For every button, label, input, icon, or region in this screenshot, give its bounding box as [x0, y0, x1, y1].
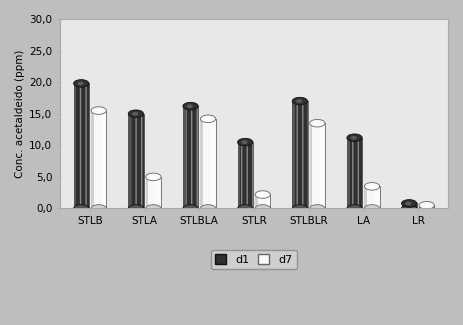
Ellipse shape	[91, 107, 106, 114]
Bar	[375, 186, 379, 208]
Ellipse shape	[204, 117, 212, 121]
Ellipse shape	[146, 173, 161, 181]
Ellipse shape	[128, 205, 144, 212]
Ellipse shape	[364, 205, 380, 212]
Ellipse shape	[313, 121, 322, 125]
Ellipse shape	[94, 109, 103, 113]
Bar	[74, 84, 89, 208]
Ellipse shape	[183, 205, 198, 212]
Bar	[310, 123, 313, 208]
Ellipse shape	[368, 184, 376, 188]
Ellipse shape	[347, 134, 362, 141]
Bar	[128, 114, 144, 208]
Bar	[183, 106, 198, 208]
Bar	[347, 138, 362, 208]
Ellipse shape	[310, 119, 325, 127]
Ellipse shape	[422, 203, 431, 207]
Bar	[238, 142, 240, 208]
Bar	[364, 186, 380, 208]
Bar	[238, 142, 253, 208]
Bar	[255, 195, 270, 208]
Bar	[146, 177, 149, 208]
Bar	[401, 203, 404, 208]
Ellipse shape	[132, 112, 138, 116]
Ellipse shape	[74, 80, 89, 87]
Bar	[347, 138, 362, 208]
Bar	[91, 111, 94, 208]
Ellipse shape	[419, 205, 434, 212]
Ellipse shape	[255, 205, 270, 212]
Ellipse shape	[350, 136, 357, 140]
Ellipse shape	[183, 102, 198, 110]
Bar	[401, 203, 417, 208]
Bar	[238, 142, 253, 208]
Bar	[430, 205, 433, 208]
Legend: d1, d7: d1, d7	[211, 250, 297, 269]
Bar	[292, 101, 295, 208]
Bar	[183, 106, 198, 208]
Bar	[200, 119, 203, 208]
Ellipse shape	[296, 99, 302, 103]
Ellipse shape	[77, 82, 83, 85]
Bar	[128, 114, 131, 208]
Bar	[266, 195, 269, 208]
Bar	[292, 101, 307, 208]
Bar	[200, 119, 216, 208]
Ellipse shape	[146, 205, 161, 212]
Bar	[419, 205, 422, 208]
Y-axis label: Conc. acetaldeido (ppm): Conc. acetaldeido (ppm)	[15, 49, 25, 178]
Ellipse shape	[200, 205, 216, 212]
Bar	[156, 177, 160, 208]
Ellipse shape	[310, 205, 325, 212]
Bar	[128, 114, 144, 208]
Bar	[401, 203, 417, 208]
Ellipse shape	[128, 110, 144, 118]
Ellipse shape	[91, 205, 106, 212]
Ellipse shape	[292, 205, 307, 212]
Ellipse shape	[347, 205, 362, 212]
Bar	[347, 138, 350, 208]
Bar	[74, 84, 89, 208]
Bar	[364, 186, 367, 208]
Ellipse shape	[238, 205, 253, 212]
Ellipse shape	[292, 97, 307, 105]
Ellipse shape	[401, 200, 417, 207]
Bar	[183, 106, 186, 208]
Ellipse shape	[419, 202, 434, 209]
Ellipse shape	[401, 205, 417, 212]
Ellipse shape	[364, 183, 380, 190]
Ellipse shape	[255, 191, 270, 198]
Bar	[146, 177, 161, 208]
Ellipse shape	[187, 104, 193, 108]
Bar	[211, 119, 215, 208]
Ellipse shape	[241, 140, 248, 144]
Ellipse shape	[258, 192, 267, 197]
Bar	[419, 205, 434, 208]
Bar	[102, 111, 106, 208]
Ellipse shape	[200, 115, 216, 123]
Bar	[74, 84, 76, 208]
Ellipse shape	[238, 138, 253, 146]
Bar	[91, 111, 106, 208]
Bar	[255, 195, 258, 208]
Ellipse shape	[149, 175, 157, 179]
Bar	[320, 123, 324, 208]
Ellipse shape	[406, 202, 412, 205]
Bar	[310, 123, 325, 208]
Ellipse shape	[74, 205, 89, 212]
Bar	[292, 101, 307, 208]
